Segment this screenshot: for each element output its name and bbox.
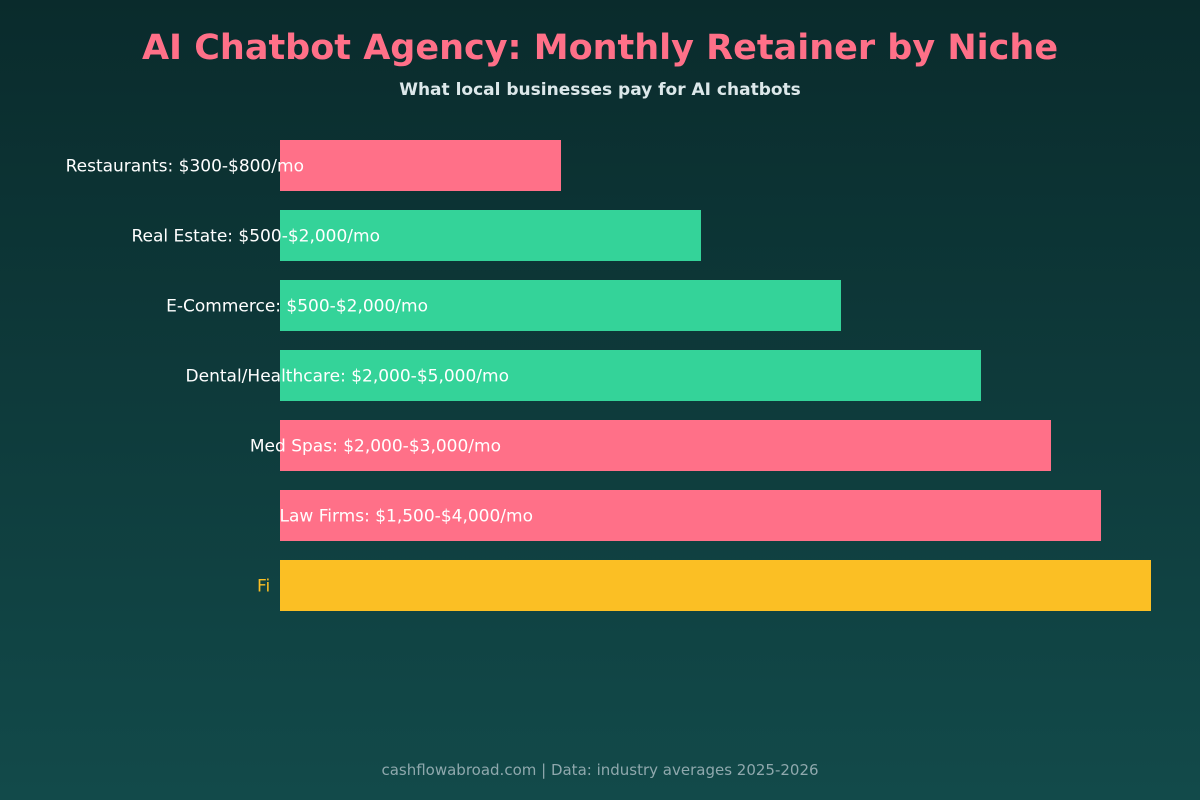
labels-group: Restaurants: $300-$800/mo Real Estate: $5… — [66, 157, 533, 597]
bar-5 — [280, 490, 1101, 541]
source-footer: cashflowabroad.com | Data: industry aver… — [381, 761, 819, 779]
bar-1 — [280, 210, 701, 261]
bar-label-4: Med Spas: $2,000-$3,000/mo — [250, 437, 501, 457]
bar-label-0: Restaurants: $300-$800/mo — [66, 157, 304, 177]
bar-label-5: Law Firms: $1,500-$4,000/mo — [280, 507, 534, 527]
bar-label-1: Real Estate: $500-$2,000/mo — [131, 227, 380, 247]
bar-6 — [280, 560, 1151, 611]
chart-title: AI Chatbot Agency: Monthly Retainer by N… — [141, 28, 1059, 68]
bar-3 — [280, 350, 981, 401]
bar-4 — [280, 420, 1051, 471]
bar-0 — [280, 140, 561, 191]
bar-2 — [280, 280, 841, 331]
bar-label-3: Dental/Healthcare: $2,000-$5,000/mo — [186, 367, 509, 387]
bar-label-6: Fi — [257, 577, 270, 597]
bar-label-2: E-Commerce: $500-$2,000/mo — [166, 297, 428, 317]
chart-subtitle: What local businesses pay for AI chatbot… — [399, 80, 801, 100]
bars-group — [280, 140, 1151, 611]
